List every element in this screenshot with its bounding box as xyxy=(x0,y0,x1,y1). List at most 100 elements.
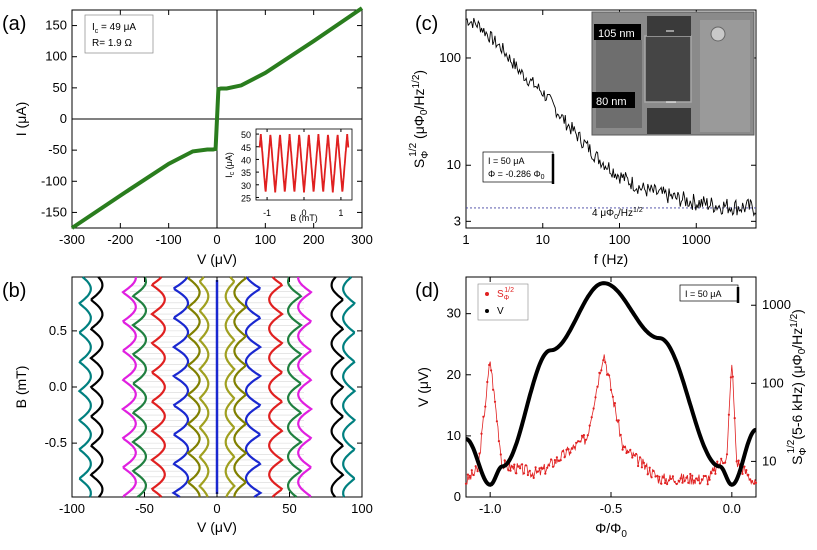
panel-a-inset-y-tick-label: 45 xyxy=(241,143,251,153)
panel-a-inset-y-tick-label: 40 xyxy=(241,155,251,165)
panel-b-y-ticks: -0.5 0.0 0.5 xyxy=(45,323,362,450)
panel-d-noise-point xyxy=(517,465,520,468)
panel-a-series xyxy=(70,6,364,230)
panel-d-noise-point xyxy=(689,472,692,476)
panel-d-noise-point xyxy=(745,469,748,472)
panel-d-noise-point xyxy=(472,473,475,477)
panel-label-a: (a) xyxy=(2,13,26,35)
sem-bottom-electrode xyxy=(647,108,691,134)
panel-b-curve-1-pos xyxy=(268,276,284,498)
panel-d-noise-point xyxy=(644,464,647,468)
panel-d-noise-point xyxy=(716,460,719,463)
panel-d-noise-point xyxy=(666,482,669,486)
panel-b-x-tick-label: 0 xyxy=(213,501,220,516)
panel-d-noise-point xyxy=(754,481,758,484)
panel-d-yr-tick-label: 10 xyxy=(762,453,776,468)
panel-c-x-label: f (Hz) xyxy=(594,251,628,267)
panel-d-noise-point xyxy=(582,434,586,437)
panel-d-noise-point xyxy=(524,464,528,467)
panel-d-noise-point xyxy=(675,482,678,486)
panel-a-inset-x-tick-label: 0 xyxy=(301,208,306,218)
panel-d-y-label: V (μV) xyxy=(415,367,431,407)
panel-d-noise-point xyxy=(575,441,578,444)
panel-d-noise-point xyxy=(619,433,622,436)
panel-d-noise-point xyxy=(484,405,487,408)
panel-d-noise-points xyxy=(464,359,758,486)
panel-d-noise-point xyxy=(522,472,526,475)
panel-a-inset-x-ticks: -1 0 1 xyxy=(263,129,343,218)
panel-d-noise-point xyxy=(540,466,543,469)
sem-label-bg-top xyxy=(594,24,641,40)
panel-d-noise-point xyxy=(596,385,599,388)
panel-d-noise-point xyxy=(733,417,736,420)
sem-right-region xyxy=(700,20,750,132)
panel-d-noise-point xyxy=(493,400,497,403)
panel-d-noise-point xyxy=(488,363,491,367)
panel-d-noise-point xyxy=(656,474,659,477)
panel-d-noise-point xyxy=(722,462,725,465)
panel-b-plot: -100 -50 0 50 100 -0.5 0.0 0.5 V (μV) B (mT) xyxy=(13,276,373,535)
panel-c-x-tick-label: 100 xyxy=(609,232,631,247)
sem-top-electrode xyxy=(647,16,691,36)
panel-a-inset-x-tick-label: -1 xyxy=(263,208,271,218)
panel-c-y-tick-label: 3 xyxy=(454,213,461,228)
sem-label-bg-bottom xyxy=(592,92,635,108)
panel-d-noise-point xyxy=(646,473,649,476)
panel-d-y-tick-label: 10 xyxy=(447,428,461,443)
sem-label-80nm: 80 nm xyxy=(596,96,627,108)
panel-d-y-tick-label: 0 xyxy=(454,489,461,504)
panel-d-noise-point xyxy=(584,438,588,441)
panel-a-y-label: I (μA) xyxy=(13,102,29,137)
panel-a-inset-y-tick-label: 50 xyxy=(241,130,251,140)
panel-d-legend-v-marker xyxy=(485,309,489,313)
panel-d-noise-point xyxy=(507,469,510,472)
panel-d-legend-v-label: V xyxy=(497,306,504,317)
panel-d-noise-point xyxy=(542,467,545,470)
panel-c-y-tick-label: 10 xyxy=(447,157,461,172)
panel-d-noise-curve xyxy=(465,354,757,486)
panel-c-floor-annotation: 4 μΦ0/Hz1/2 xyxy=(592,207,643,221)
panel-d-noise-point xyxy=(662,476,665,479)
panel-d-note: I = 50 μA xyxy=(685,289,721,299)
panel-a-y-tick-label: 150 xyxy=(45,18,67,33)
panel-d-noise-point xyxy=(660,482,663,485)
panel-d-noise-point xyxy=(654,475,657,478)
panel-b-curve-2-neg xyxy=(171,276,190,498)
panel-d-legend-s-marker xyxy=(485,292,489,296)
panel-label-b: (b) xyxy=(2,280,26,302)
panel-d-noise-point xyxy=(532,476,535,479)
panel-a-x-tick-label: 100 xyxy=(254,232,276,247)
sem-junction-pad xyxy=(644,35,692,103)
panel-d-noise-point xyxy=(673,480,676,483)
panel-d-noise-point xyxy=(592,407,595,410)
panel-a-legend-ic: Ic = 49 μA xyxy=(92,22,136,35)
panel-d-noise-point xyxy=(749,478,752,481)
panel-d-noise-point xyxy=(608,374,611,377)
panel-c-noise-spectrum xyxy=(465,17,757,217)
panel-a-inset-ic-curve xyxy=(258,134,350,193)
panel-d-noise-point xyxy=(550,458,553,461)
panel-c-x-tick-label: 1000 xyxy=(682,232,711,247)
panel-d-noise-point xyxy=(615,419,618,422)
panel-d-noise-point xyxy=(629,448,632,451)
panel-d-noise-point xyxy=(638,456,642,459)
panel-b-curve-7-neg xyxy=(186,276,201,498)
panel-d-noise-point xyxy=(548,464,551,467)
panel-c-x-ticks: 1 10 100 1000 xyxy=(462,10,711,247)
panel-d-noise-point xyxy=(704,474,707,478)
panel-a-x-tick-label: 200 xyxy=(303,232,325,247)
panel-d-noise-point xyxy=(486,380,489,384)
panel-d-noise-point xyxy=(478,452,481,455)
panel-b-x-tick-label: -100 xyxy=(59,501,85,516)
panel-b-curve-3-pos xyxy=(297,277,314,498)
panel-c-frame xyxy=(465,9,757,229)
panel-c-sem-image: 105 nm 80 nm xyxy=(591,11,755,136)
panel-d-noise-point xyxy=(613,402,617,405)
panel-d-noise-point xyxy=(492,388,495,391)
panel-b-curve-6-neg xyxy=(77,276,92,498)
panel-d-noise-point xyxy=(747,473,750,476)
panel-d-noise-point xyxy=(606,373,609,376)
panel-d-noise-point xyxy=(567,448,570,451)
panel-a-inset-y-tick-label: 35 xyxy=(241,168,251,178)
